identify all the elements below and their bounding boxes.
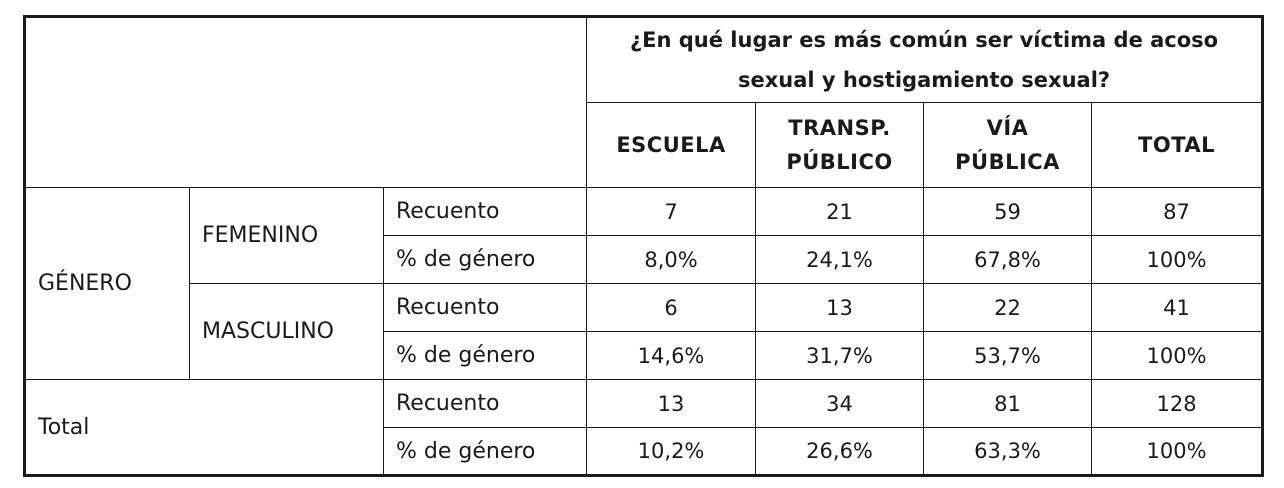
table-cell: 10,2% — [586, 427, 757, 477]
table-cell: 100% — [1091, 331, 1265, 380]
stat-label: Recuento — [382, 187, 588, 236]
table-row: MASCULINO Recuento 6 13 22 41 — [25, 283, 1265, 380]
row-group-label: GÉNERO — [23, 187, 190, 380]
table-cell: 24,1% — [755, 235, 925, 284]
table-cell: 26,6% — [755, 427, 925, 477]
table-cell: 8,0% — [586, 235, 757, 284]
column-header-line: TOTAL — [1138, 133, 1216, 157]
table-row: % de género 14,6% 31,7% 53,7% 100% — [25, 331, 1265, 380]
total-row-label: Total — [23, 379, 384, 477]
table-row: Total Recuento 13 34 81 128 — [23, 379, 1265, 477]
column-header-via-publica: VÍA PÚBLICA — [923, 102, 1093, 188]
column-header-line: ESCUELA — [616, 133, 726, 157]
crosstab-table: ¿En qué lugar es más común ser víctima d… — [22, 15, 1265, 477]
column-header-total: TOTAL — [1091, 102, 1265, 188]
table-cell: 7 — [586, 187, 757, 236]
table-cell: 100% — [1091, 235, 1265, 284]
gender-label-masculino: MASCULINO — [189, 283, 384, 380]
column-header-line: PÚBLICO — [786, 150, 893, 174]
table-cell: 13 — [755, 283, 925, 332]
table-cell: 87 — [1091, 187, 1265, 236]
table-cell: 21 — [755, 187, 925, 236]
table-cell: 59 — [923, 187, 1093, 236]
table-cell: 34 — [755, 379, 925, 428]
stat-label: % de género — [382, 331, 588, 380]
table-cell: 22 — [923, 283, 1093, 332]
table-cell: 13 — [586, 379, 757, 428]
stat-label: % de género — [382, 427, 588, 477]
gender-label-femenino: FEMENINO — [189, 187, 384, 284]
empty-corner-cell — [22, 15, 588, 188]
stat-label: Recuento — [382, 283, 588, 332]
table-cell: 14,6% — [586, 331, 757, 380]
table-cell: 53,7% — [923, 331, 1093, 380]
column-header-line: PÚBLICA — [955, 150, 1060, 174]
table-cell: 41 — [1091, 283, 1265, 332]
column-header-escuela: ESCUELA — [586, 102, 757, 188]
column-header-line: VÍA — [986, 116, 1029, 140]
table-cell: 63,3% — [923, 427, 1093, 477]
table-cell: 81 — [923, 379, 1093, 428]
stat-label: Recuento — [382, 379, 588, 428]
table-row: % de género 10,2% 26,6% 63,3% 100% — [25, 427, 1265, 477]
table-cell: 31,7% — [755, 331, 925, 380]
table-row: GÉNERO FEMENINO Recuento 7 21 59 87 — [23, 187, 1265, 380]
column-header-transporte: TRANSP. PÚBLICO — [755, 102, 925, 188]
question-header: ¿En qué lugar es más común ser víctima d… — [586, 15, 1265, 103]
column-header-line: TRANSP. — [788, 116, 891, 140]
table-cell: 100% — [1091, 427, 1265, 477]
table-cell: 128 — [1091, 379, 1265, 428]
table-cell: 6 — [586, 283, 757, 332]
table-cell: 67,8% — [923, 235, 1093, 284]
stat-label: % de género — [382, 235, 588, 284]
